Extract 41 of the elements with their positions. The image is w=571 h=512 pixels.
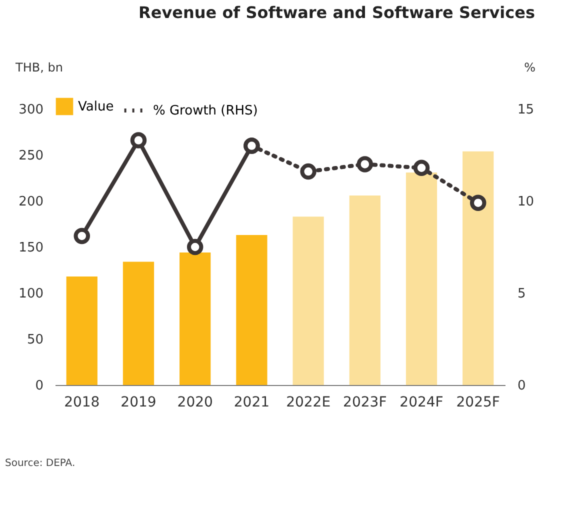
bar	[462, 151, 494, 385]
x-tick-label: 2025F	[456, 394, 500, 410]
point	[74, 228, 90, 244]
bar	[122, 262, 154, 385]
y2-tick-label: 15	[518, 102, 534, 118]
y2-tick-label: 10	[518, 194, 534, 210]
point	[300, 163, 316, 180]
y-tick-label: 100	[18, 286, 44, 302]
bar	[406, 172, 438, 385]
x-tick-label: 2022E	[286, 394, 331, 410]
y-tick-label: 0	[35, 378, 44, 394]
y-tick-label: 250	[18, 148, 44, 164]
y-axis-title: THB, bn	[14, 60, 63, 74]
point	[413, 160, 430, 176]
source-note: Source: DEPA.	[5, 458, 76, 469]
chart-title: Revenue of Software and Software Services	[138, 3, 535, 22]
y-tick-label: 50	[26, 332, 44, 348]
point	[356, 156, 374, 172]
bar	[66, 276, 98, 385]
point	[470, 194, 486, 211]
x-tick-label: 2023F	[343, 394, 387, 410]
y2-tick-label: 5	[518, 286, 526, 302]
x-tick-label: 2018	[64, 394, 100, 410]
x-tick-label: 2021	[234, 394, 270, 410]
legend-label: Value	[78, 100, 114, 114]
y-tick-label: 300	[18, 102, 44, 118]
bar	[349, 195, 380, 385]
y2-tick-label: 0	[518, 378, 526, 394]
x-tick-label: 2019	[120, 394, 156, 410]
x-tick-label: 2024F	[400, 394, 444, 410]
y-tick-label: 200	[18, 194, 44, 210]
y2-axis-title: %	[524, 60, 536, 74]
point	[244, 138, 260, 154]
point	[186, 238, 204, 256]
bar	[236, 235, 268, 385]
bar	[292, 216, 324, 385]
point	[130, 132, 147, 148]
bar	[180, 252, 211, 385]
y-tick-label: 150	[18, 240, 44, 256]
legend-label: % Growth (RHS)	[153, 104, 258, 118]
x-tick-label: 2020	[177, 394, 213, 410]
